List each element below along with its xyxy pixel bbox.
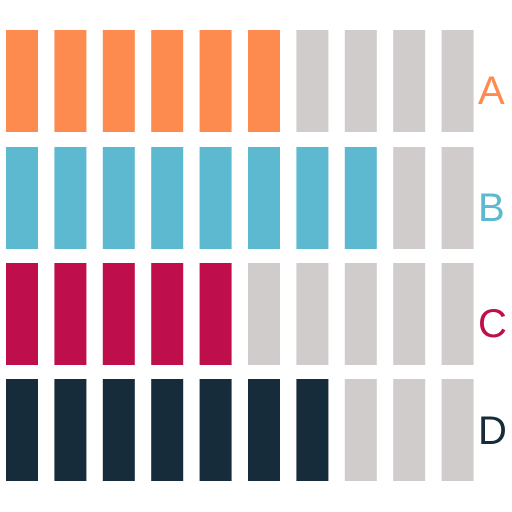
segment-d-4-filled — [151, 379, 184, 481]
segment-c-8-empty — [344, 263, 377, 365]
segment-a-6-filled — [248, 30, 280, 132]
segment-b-10-empty — [441, 147, 474, 249]
segment-a-9-empty — [393, 30, 426, 132]
row-label-c: C — [478, 302, 507, 346]
segment-a-2-filled — [54, 30, 87, 132]
segment-c-4-filled — [151, 263, 184, 365]
segment-a-10-empty — [441, 30, 474, 132]
segment-b-5-filled — [199, 147, 232, 249]
segment-b-9-empty — [393, 147, 426, 249]
row-label-d: D — [478, 409, 507, 453]
segment-d-7-filled — [296, 379, 329, 481]
segment-b-2-filled — [54, 147, 87, 249]
segment-c-10-empty — [441, 263, 474, 365]
segment-d-8-empty — [344, 379, 377, 481]
segment-c-9-empty — [393, 263, 426, 365]
segment-c-6-empty — [248, 263, 280, 365]
segment-b-1-filled — [6, 147, 38, 249]
segment-d-2-filled — [54, 379, 87, 481]
segment-d-9-empty — [393, 379, 426, 481]
segment-b-3-filled — [102, 147, 135, 249]
segment-a-4-filled — [151, 30, 184, 132]
segment-d-6-filled — [248, 379, 280, 481]
segment-d-5-filled — [199, 379, 232, 481]
segment-c-1-filled — [6, 263, 38, 365]
segment-a-1-filled — [6, 30, 38, 132]
segment-d-3-filled — [102, 379, 135, 481]
segment-c-3-filled — [102, 263, 135, 365]
segment-a-7-empty — [296, 30, 329, 132]
segment-b-8-filled — [344, 147, 377, 249]
segments-group — [6, 30, 474, 481]
segment-c-5-filled — [199, 263, 232, 365]
segment-b-4-filled — [151, 147, 184, 249]
segment-b-6-filled — [248, 147, 280, 249]
segment-a-8-empty — [344, 30, 377, 132]
row-label-a: A — [478, 69, 505, 113]
segment-d-1-filled — [6, 379, 38, 481]
segment-a-3-filled — [102, 30, 135, 132]
segment-b-7-filled — [296, 147, 329, 249]
segment-c-7-empty — [296, 263, 329, 365]
segment-c-2-filled — [54, 263, 87, 365]
segment-a-5-filled — [199, 30, 232, 132]
row-label-b: B — [478, 186, 505, 230]
segment-d-10-empty — [441, 379, 474, 481]
row-labels-group: A B C D — [478, 69, 507, 453]
